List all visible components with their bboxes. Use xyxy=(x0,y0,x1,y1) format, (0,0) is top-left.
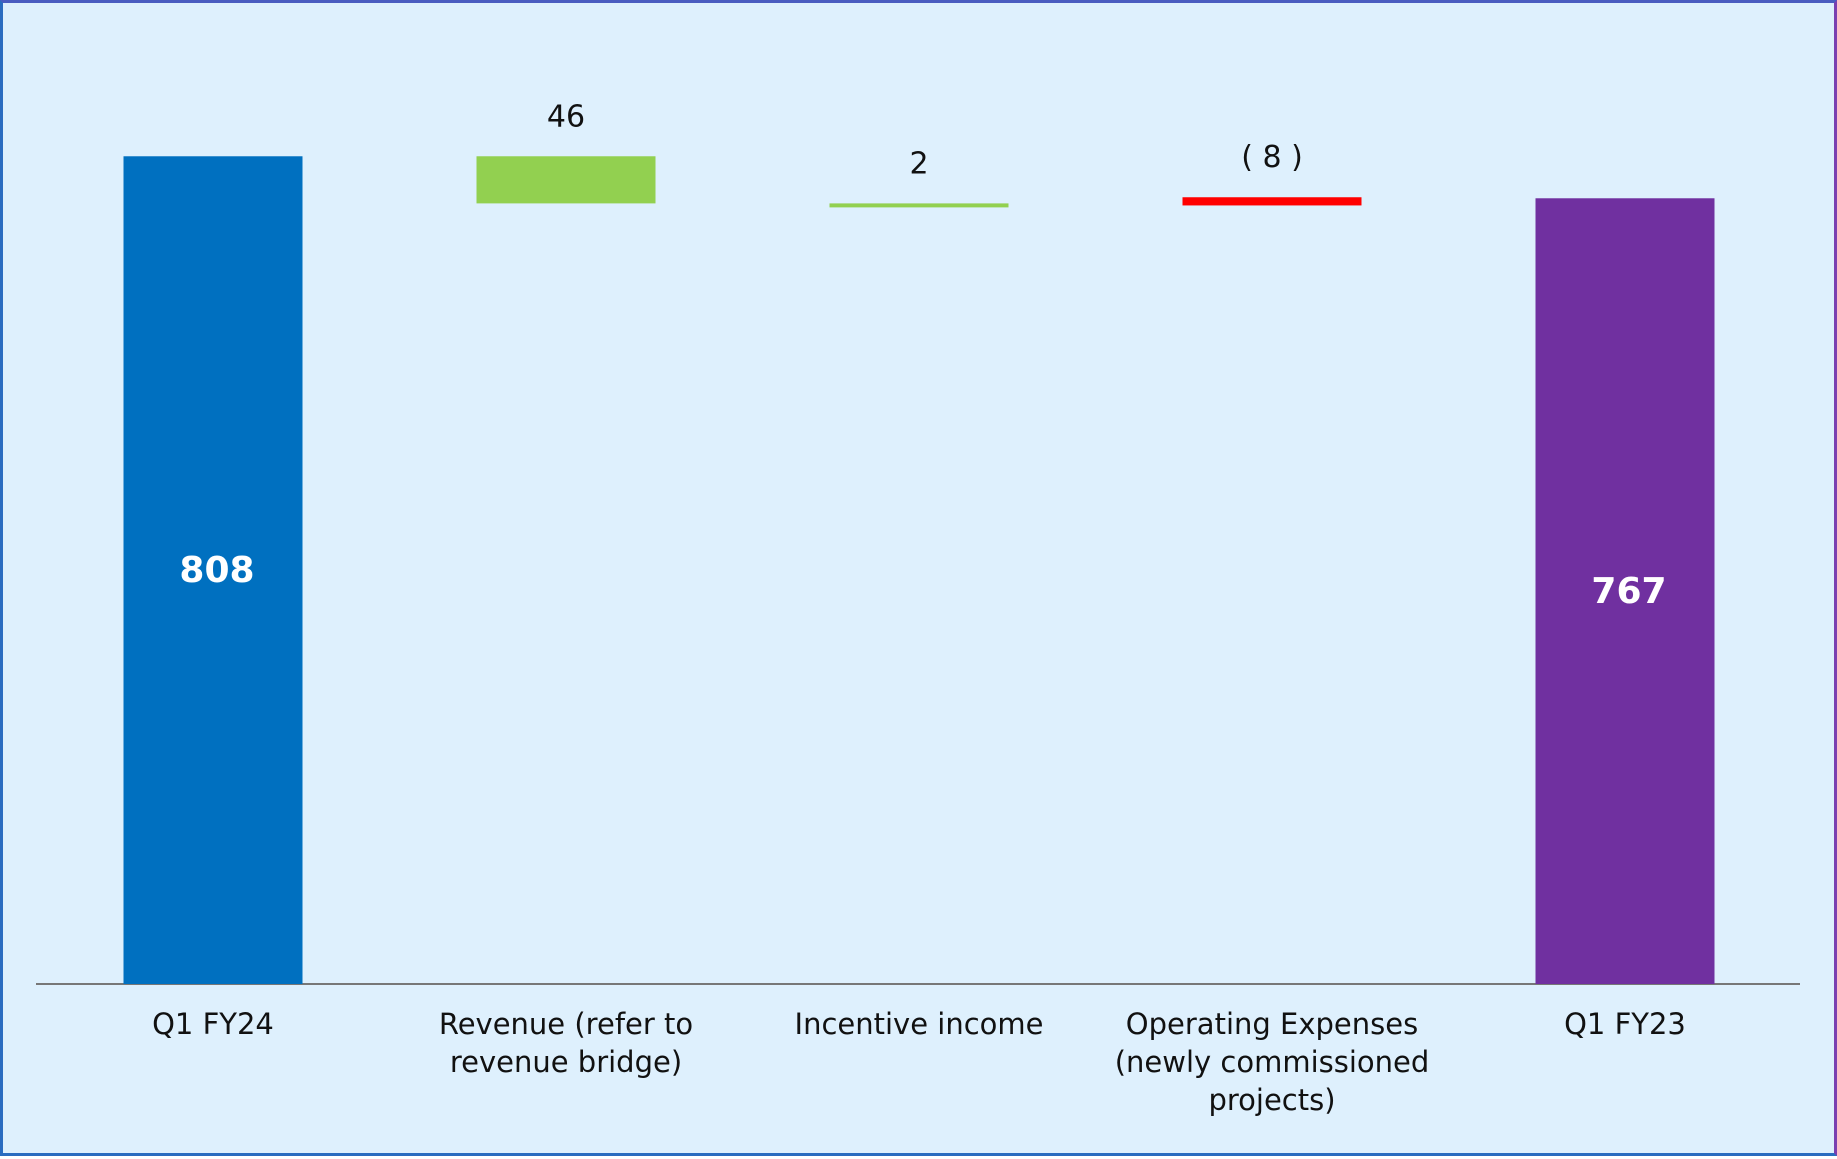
category-label-line: revenue bridge) xyxy=(450,1045,682,1079)
bar-2 xyxy=(476,156,656,204)
value-label-5: 767 xyxy=(1591,571,1666,612)
category-label-3: Incentive income xyxy=(795,1007,1044,1041)
category-label-2: Revenue (refer to revenue bridge) xyxy=(439,1007,693,1079)
category-label-1: Q1 FY24 xyxy=(152,1007,274,1041)
bar-3 xyxy=(829,203,1009,208)
value-label-4: ( 8 ) xyxy=(1241,140,1303,175)
category-label-line: Q1 FY23 xyxy=(1564,1007,1686,1041)
category-label-4: Operating Expenses (newly commissioned pro… xyxy=(1115,1007,1430,1117)
bar-4 xyxy=(1182,197,1362,206)
value-label-1: 808 xyxy=(179,550,254,591)
category-label-line: Revenue (refer to xyxy=(439,1007,693,1041)
category-label-line: Incentive income xyxy=(795,1007,1044,1041)
category-label-line: Operating Expenses xyxy=(1126,1007,1418,1041)
category-label-line: (newly commissioned xyxy=(1115,1045,1430,1079)
bar-5 xyxy=(1535,198,1715,984)
category-label-line: Q1 FY24 xyxy=(152,1007,274,1041)
value-label-3: 2 xyxy=(909,146,928,181)
category-label-5: Q1 FY23 xyxy=(1564,1007,1686,1041)
waterfall-chart: 808 Q1 FY24 46 Revenue (refer to revenue bri… xyxy=(36,99,1800,1117)
category-label-line: projects) xyxy=(1208,1083,1335,1117)
bar-1 xyxy=(123,156,303,984)
value-label-2: 46 xyxy=(547,99,585,134)
